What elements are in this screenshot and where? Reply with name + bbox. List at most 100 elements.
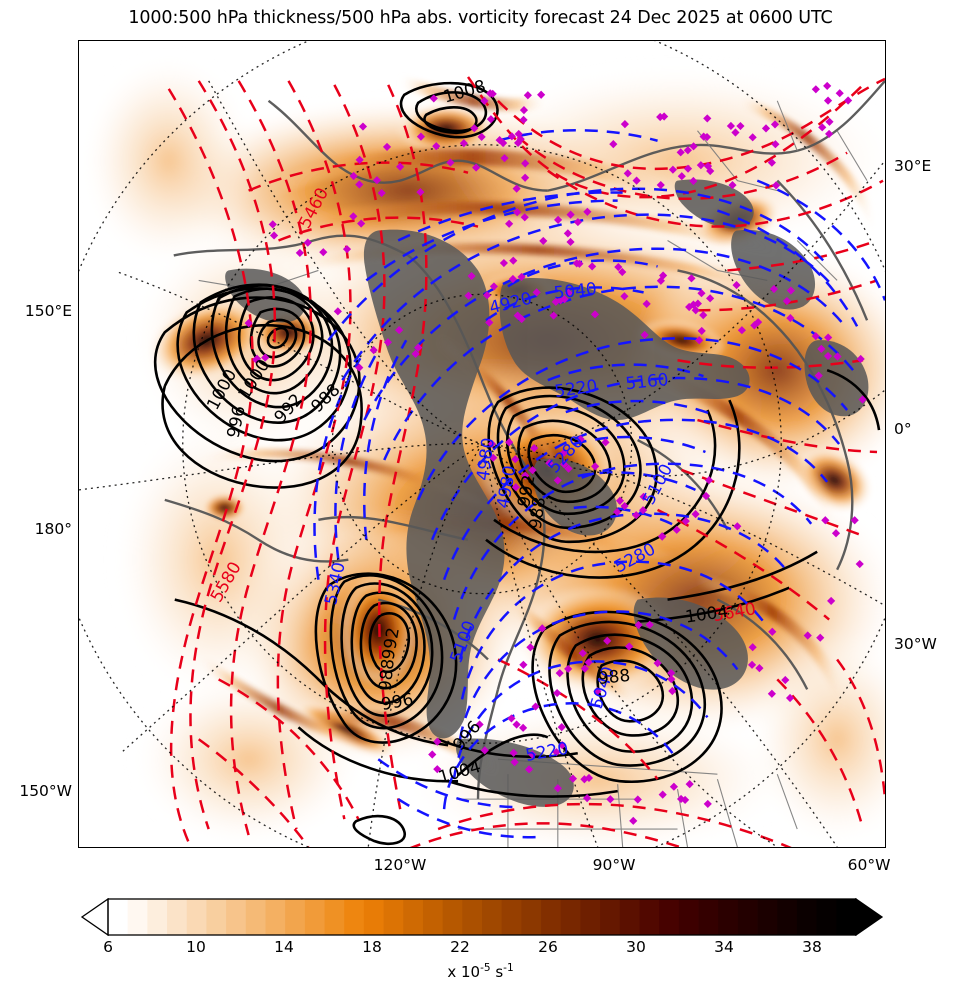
station-marker	[645, 620, 654, 629]
station-marker	[295, 248, 304, 258]
station-marker	[580, 664, 589, 673]
station-marker	[697, 289, 706, 298]
colorbar-swatch	[560, 899, 581, 935]
station-marker	[824, 129, 834, 139]
colorbar-swatch	[108, 899, 129, 935]
colorbar-swatch	[422, 899, 444, 935]
station-marker	[521, 173, 530, 182]
station-marker	[731, 128, 740, 137]
station-marker	[685, 780, 694, 789]
station-marker	[642, 299, 651, 308]
longitude-tick-label: 180°	[34, 520, 72, 538]
station-marker	[660, 112, 669, 121]
station-marker	[827, 596, 836, 606]
station-marker	[372, 176, 382, 185]
station-marker	[659, 271, 668, 280]
colorbar-swatch	[501, 899, 522, 935]
station-marker	[472, 163, 481, 172]
station-marker	[513, 208, 522, 217]
longitude-tick-label: 150°W	[19, 782, 72, 800]
station-marker	[583, 794, 592, 803]
station-marker	[333, 307, 342, 316]
station-marker	[509, 748, 518, 757]
station-marker	[563, 229, 572, 238]
station-marker	[693, 299, 702, 308]
station-marker	[489, 282, 499, 291]
station-marker	[668, 165, 678, 174]
station-marker	[507, 714, 516, 723]
landmass-layer	[225, 179, 869, 807]
station-marker	[629, 816, 638, 825]
colorbar-tick-label: 18	[362, 938, 382, 956]
station-marker	[858, 395, 867, 404]
station-marker	[817, 344, 826, 353]
station-marker	[653, 659, 662, 668]
station-marker	[573, 217, 582, 227]
station-marker	[560, 448, 569, 457]
colorbar[interactable]: 6 10 14 18 22 26 30 34 38	[78, 898, 886, 956]
contour-label: 988	[597, 665, 631, 688]
station-marker	[844, 96, 853, 105]
station-marker	[667, 668, 676, 678]
station-marker	[856, 354, 865, 364]
station-marker	[658, 532, 667, 541]
station-marker	[824, 333, 833, 342]
station-marker	[519, 115, 528, 124]
station-marker	[560, 460, 569, 469]
station-marker	[564, 664, 573, 674]
station-marker	[319, 248, 328, 257]
station-marker	[414, 343, 423, 352]
station-marker	[486, 115, 496, 124]
colorbar-swatch	[659, 899, 680, 935]
station-marker	[667, 675, 676, 684]
station-marker	[668, 686, 677, 696]
station-marker	[513, 138, 523, 147]
station-marker	[369, 346, 378, 355]
station-marker	[523, 91, 532, 100]
station-marker	[634, 620, 643, 630]
station-marker	[748, 643, 757, 652]
station-marker	[303, 238, 312, 247]
station-marker	[557, 723, 566, 732]
colorbar-tick-label: 6	[103, 938, 113, 956]
station-marker	[464, 291, 473, 300]
station-marker	[475, 720, 484, 729]
colorbar-swatch	[796, 899, 818, 935]
station-marker	[823, 351, 833, 361]
station-marker	[459, 139, 468, 148]
station-marker	[568, 774, 578, 783]
station-marker	[672, 525, 681, 534]
station-marker	[733, 522, 742, 531]
colorbar-unit-prefix: x 10	[447, 963, 481, 981]
station-marker	[768, 627, 777, 636]
colorbar-swatch	[580, 899, 601, 935]
station-marker	[482, 291, 492, 300]
station-marker	[786, 313, 795, 323]
station-marker	[833, 352, 842, 361]
colorbar-swatch	[304, 899, 325, 935]
colorbar-swatch	[718, 899, 739, 935]
station-marker	[601, 438, 610, 447]
station-marker	[512, 184, 521, 193]
station-marker	[521, 159, 530, 168]
station-marker	[620, 501, 629, 511]
station-marker	[545, 458, 554, 468]
station-marker	[467, 271, 476, 281]
station-marker	[558, 741, 567, 750]
contour-label: 5160	[624, 369, 669, 393]
station-marker	[748, 133, 757, 142]
station-marker	[606, 795, 615, 804]
station-marker	[395, 325, 404, 335]
contour-label: 988	[375, 658, 398, 692]
longitude-tick-label: 60°W	[847, 856, 891, 874]
station-marker	[691, 510, 700, 519]
station-marker	[524, 765, 534, 774]
station-marker	[603, 636, 612, 645]
station-marker	[355, 363, 364, 372]
station-marker	[538, 624, 547, 633]
station-marker	[781, 675, 790, 685]
station-marker	[382, 142, 392, 152]
map-plot-area[interactable]: 5460 5580 5640 4920 5040 5220 5160 4980 5280 534…	[78, 40, 886, 848]
station-marker	[691, 306, 700, 315]
